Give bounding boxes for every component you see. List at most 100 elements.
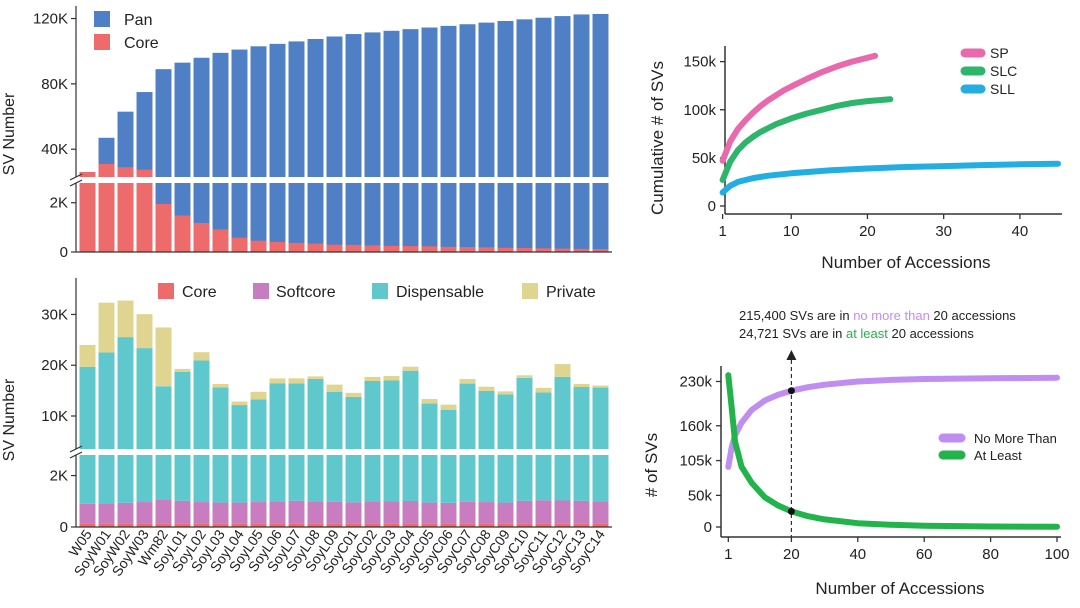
legend-swatch-softcore — [253, 283, 269, 299]
bar-private-soyc07-upper — [459, 379, 476, 384]
bar-dispensable-soyc10-lower — [516, 455, 533, 501]
bar-core-wm82-lower — [155, 523, 172, 527]
bar-core-soyc13-lower — [573, 248, 590, 252]
bar-core-soyc03-lower — [383, 245, 400, 252]
bar-dispensable-soyw02-lower — [117, 455, 134, 503]
bar-pan-soyl09-lower — [326, 183, 343, 252]
bar-pan-soyc06-lower — [440, 183, 457, 252]
bar-dispensable-soyl01-lower — [174, 455, 191, 501]
bar-dispensable-soyl01-upper — [174, 371, 191, 449]
bar-softcore-soyw02-lower — [117, 502, 134, 524]
bar-pan-soyl07-lower — [288, 183, 305, 252]
y-tick-label-20k: 20K — [41, 357, 68, 374]
bar-pan-soyc04-upper — [402, 29, 419, 178]
marker-dot-no-more-than — [787, 387, 795, 395]
bar-dispensable-soyl09-upper — [326, 391, 343, 449]
cumulative-y-axis-label: Cumulative # of SVs — [648, 61, 667, 215]
bar-pan-soyc10-lower — [516, 183, 533, 252]
bar-pan-soyl06-lower — [269, 183, 286, 252]
bar-core-soyw03-lower — [136, 183, 153, 252]
bar-pan-soyc10-upper — [516, 19, 533, 177]
legend-label-softcore: Softcore — [276, 284, 336, 301]
bar-pan-soyl08-lower — [307, 183, 324, 252]
bar-private-soyl09-upper — [326, 384, 343, 392]
x-tick-label-30: 30 — [935, 223, 952, 240]
bar-dispensable-soyc07-upper — [459, 383, 476, 449]
bar-private-soyw03-upper — [136, 314, 153, 349]
bar-dispensable-soyc13-upper — [573, 386, 590, 449]
bar-softcore-soyl09-lower — [326, 501, 343, 524]
bar-private-soyc06-upper — [440, 404, 457, 410]
bar-core-soyw03-lower — [136, 523, 153, 527]
bar-core-soyc08-lower — [478, 523, 495, 527]
bar-core-soyc08-lower — [478, 247, 495, 252]
bar-private-soyl06-upper — [269, 378, 286, 384]
bar-softcore-soyl07-lower — [288, 500, 305, 524]
legend-label-pan: Pan — [124, 12, 152, 29]
bar-private-soyc08-upper — [478, 386, 495, 391]
bar-pan-soyc09-upper — [497, 20, 514, 177]
bar-dispensable-soyc07-lower — [459, 455, 476, 502]
bar-core-soyc07-lower — [459, 247, 476, 252]
bar-private-soyc13-upper — [573, 383, 590, 387]
legend-label-slc: SLC — [990, 63, 1017, 79]
bar-softcore-soyc13-lower — [573, 500, 590, 524]
bar-dispensable-soyl07-upper — [288, 383, 305, 449]
threshold-annotation: 215,400 SVs are in no more than 20 acces… — [739, 308, 1016, 341]
bar-softcore-soyc12-lower — [554, 500, 571, 524]
bar-softcore-soyc11-lower — [535, 500, 552, 524]
bar-private-wm82-upper — [155, 327, 172, 387]
bar-private-soyl07-upper — [288, 378, 305, 384]
axis-break-mark-lower — [69, 179, 83, 187]
bar-dispensable-soyl05-upper — [250, 399, 267, 449]
bar-softcore-soyl01-lower — [174, 500, 191, 524]
legend-label-sll: SLL — [990, 81, 1015, 97]
bar-softcore-soyc09-lower — [497, 502, 514, 524]
y-tick-label-105k: 105k — [679, 453, 712, 470]
bar-core-soyl07-lower — [288, 523, 305, 527]
bar-private-soyc14-upper — [592, 385, 609, 388]
bar-dispensable-soyc04-upper — [402, 370, 419, 449]
legend-swatch-pan — [94, 11, 110, 27]
bar-dispensable-soyc09-upper — [497, 394, 514, 449]
bar-dispensable-soyw01-upper — [98, 352, 115, 449]
bar-dispensable-soyc08-lower — [478, 455, 495, 503]
y-tick-label-40k: 40K — [41, 141, 68, 158]
bar-softcore-soyw03-lower — [136, 502, 153, 524]
x-tick-label-1: 1 — [724, 546, 732, 563]
axis-break-gap — [70, 177, 618, 183]
marker-arrow-icon — [786, 350, 797, 360]
y-tick-label-0: 0 — [60, 519, 68, 536]
bar-softcore-soyw01-lower — [98, 503, 115, 524]
bar-pan-soyc01-upper — [345, 34, 362, 177]
bar-core-soyc13-lower — [573, 523, 590, 527]
line-slc — [719, 96, 894, 183]
y-tick-label-0: 0 — [708, 198, 716, 215]
bar-pan-soyc02-upper — [364, 32, 381, 177]
bar-core-soyl04-lower — [231, 523, 248, 527]
bar-dispensable-soyc01-upper — [345, 396, 362, 449]
bar-core-soyl05-lower — [250, 523, 267, 527]
bar-core-soyc05-lower — [421, 246, 438, 252]
bar-softcore-soyc05-lower — [421, 502, 438, 524]
bar-dispensable-soyl06-lower — [269, 455, 286, 502]
bar-core-soyl07-lower — [288, 242, 305, 252]
bar-pan-soyw03-upper — [136, 92, 153, 177]
bar-core-soyw03-upper — [136, 169, 153, 177]
bar-private-soyl04-upper — [231, 401, 248, 406]
bar-core-soyl05-lower — [250, 240, 267, 252]
cumulative-axes: 1 10 20 30 40 0 50k 100k 150k — [683, 46, 1062, 240]
bar-core-soyl01-lower — [174, 215, 191, 252]
bar-pan-soyl04-upper — [231, 49, 248, 177]
bar-private-soyc12-upper — [554, 364, 571, 377]
bar-softcore-soyl04-lower — [231, 502, 248, 524]
y-tick-label-100k: 100k — [683, 102, 716, 119]
x-tick-label-20: 20 — [783, 546, 800, 563]
x-tick-label-20: 20 — [859, 223, 876, 240]
bar-core-soyl04-lower — [231, 237, 248, 252]
bar-core-soyc12-lower — [554, 523, 571, 527]
bar-dispensable-soyl03-upper — [212, 387, 229, 449]
threshold-legend: No More Than At Least — [938, 431, 1057, 463]
legend-swatch-dispensable — [372, 283, 388, 299]
bar-private-soyl01-upper — [174, 368, 191, 372]
